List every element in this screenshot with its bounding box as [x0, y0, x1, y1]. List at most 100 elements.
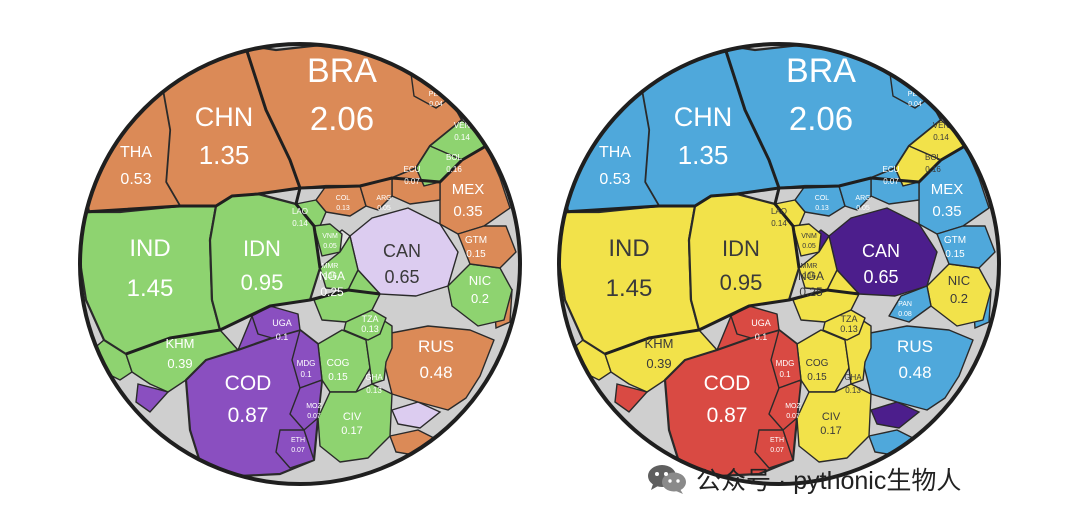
cell-label-cog: COG [327, 358, 350, 369]
cell-label-cod: COD [225, 372, 272, 395]
cell-value-idn: 0.95 [720, 270, 763, 295]
cell-value-cod: 0.87 [707, 404, 748, 427]
cell-label-arg: ARG [376, 195, 391, 202]
region-separator [773, 187, 801, 269]
cell-eth [754, 429, 794, 469]
cell-label-ecu: ECU [883, 165, 900, 174]
cell-cog [796, 329, 850, 393]
cell-label-moz: MOZ [306, 403, 322, 410]
cell-value-nic: 0.2 [471, 291, 489, 306]
cell-label-bol: BOL [925, 153, 942, 162]
cell-value-bol: 0.16 [446, 165, 462, 174]
cell-value-tza: 0.13 [361, 324, 379, 334]
cell-label-chn: CHN [674, 102, 733, 132]
left-voronoi-chart: BRA 2.06 CHN 1.35 THA 0.53 IND 1.45 IDN 0.95 KHM 0.… [78, 42, 522, 486]
cell-value-pan: 0.08 [898, 311, 912, 318]
watermark: 公众号 · pythonic生物人 [646, 462, 961, 496]
cell-value-idn: 0.95 [241, 270, 284, 295]
cell-value-nga: 0.25 [320, 285, 344, 299]
cell-ecu [870, 167, 920, 205]
cell-label-vnm: VNM [322, 233, 338, 240]
cell-label-col: COL [815, 195, 830, 202]
cell-value-eth: 0.07 [291, 447, 305, 454]
minor-cell [614, 383, 649, 413]
cell-value-mex: 0.35 [453, 203, 482, 220]
cell-label-nic: NIC [469, 273, 491, 288]
cell-label-mex: MEX [452, 181, 485, 198]
cell-label-gtm: GTM [465, 235, 487, 246]
cell-value-civ: 0.17 [341, 425, 362, 437]
cell-value-can: 0.65 [863, 267, 898, 287]
region-separator [125, 288, 381, 356]
cell-value-can: 0.65 [384, 267, 419, 287]
cell-label-uga: UGA [272, 318, 292, 328]
cell-label-gtm: GTM [944, 235, 966, 246]
cell-value-uga: 0.1 [276, 332, 289, 342]
cell-value-eth: 0.07 [770, 447, 784, 454]
cell-value-moz: 0.07 [786, 413, 800, 420]
cell-label-cog: COG [806, 358, 829, 369]
cell-value-civ: 0.17 [820, 425, 841, 437]
cell-label-idn: IDN [722, 236, 760, 261]
cell-label-moz: MOZ [785, 403, 801, 410]
cell-label-bra: BRA [307, 52, 377, 90]
cell-value-gha: 0.13 [366, 386, 382, 395]
cell-value-nga: 0.25 [799, 285, 823, 299]
cell-value-cog: 0.15 [328, 372, 348, 383]
cell-label-khm: KHM [166, 336, 195, 351]
cell-value-cog: 0.15 [807, 372, 827, 383]
cell-moz [289, 379, 323, 431]
cell-value-mmr: 0.15 [802, 273, 816, 280]
cell-value-vnm: 0.05 [802, 243, 816, 250]
cell-label-gha: GHA [844, 373, 862, 382]
cell-value-lao: 0.14 [771, 219, 787, 228]
cell-rus [383, 325, 495, 411]
cell-vnm [313, 223, 343, 257]
cell-value-rus: 0.48 [419, 363, 452, 382]
cell-value-ecu: 0.07 [404, 177, 420, 186]
minor-cell [391, 401, 442, 429]
cell-value-ven: 0.14 [454, 133, 470, 142]
cell-label-vnm: VNM [801, 233, 817, 240]
cell-value-arg: 0.05 [856, 205, 870, 212]
cell-label-col: COL [336, 195, 351, 202]
cell-civ [317, 383, 393, 463]
cell-value-bra: 2.06 [310, 100, 374, 137]
cell-label-bol: BOL [446, 153, 463, 162]
cell-rus [862, 325, 974, 411]
cell-civ [796, 383, 872, 463]
watermark-text: 公众号 · pythonic生物人 [696, 467, 962, 495]
region-separator [722, 44, 781, 189]
cell-value-gha: 0.13 [845, 386, 861, 395]
cell-label-tza: TZA [841, 314, 858, 324]
cell-value-chn: 1.35 [199, 140, 250, 170]
wechat-icon [648, 465, 686, 494]
cell-label-idn: IDN [243, 236, 281, 261]
cell-mmr [798, 235, 838, 291]
cell-value-gtm: 0.15 [466, 249, 486, 260]
cell-label-arg: ARG [855, 195, 870, 202]
cell-value-gtm: 0.15 [945, 249, 965, 260]
cell-label-cod: COD [704, 372, 751, 395]
cell-label-gha: GHA [365, 373, 383, 382]
cell-value-vnm: 0.05 [323, 243, 337, 250]
cell-vnm [792, 223, 822, 257]
cell-value-khm: 0.39 [167, 356, 192, 371]
cell-value-ind: 1.45 [127, 275, 174, 302]
cell-label-khm: KHM [645, 336, 674, 351]
right-voronoi-chart: BRA 2.06 CHN 1.35 THA 0.53 IND 1.45 IDN 0.95 KHM 0.… [557, 42, 1001, 486]
region-separator [294, 187, 322, 269]
cell-value-cod: 0.87 [228, 404, 269, 427]
cell-label-mex: MEX [931, 181, 964, 198]
cell-label-chn: CHN [195, 102, 254, 132]
cell-label-nga: NGA [798, 269, 824, 283]
cell-label-eth: ETH [770, 437, 784, 444]
cell-eth [275, 429, 315, 469]
cell-value-tha: 0.53 [120, 171, 151, 188]
cell-label-mdg: MDG [776, 359, 795, 368]
cell-value-mex: 0.35 [932, 203, 961, 220]
cell-value-bra: 2.06 [789, 100, 853, 137]
cell-label-civ: CIV [343, 411, 362, 423]
cell-value-mdg: 0.1 [300, 370, 312, 379]
